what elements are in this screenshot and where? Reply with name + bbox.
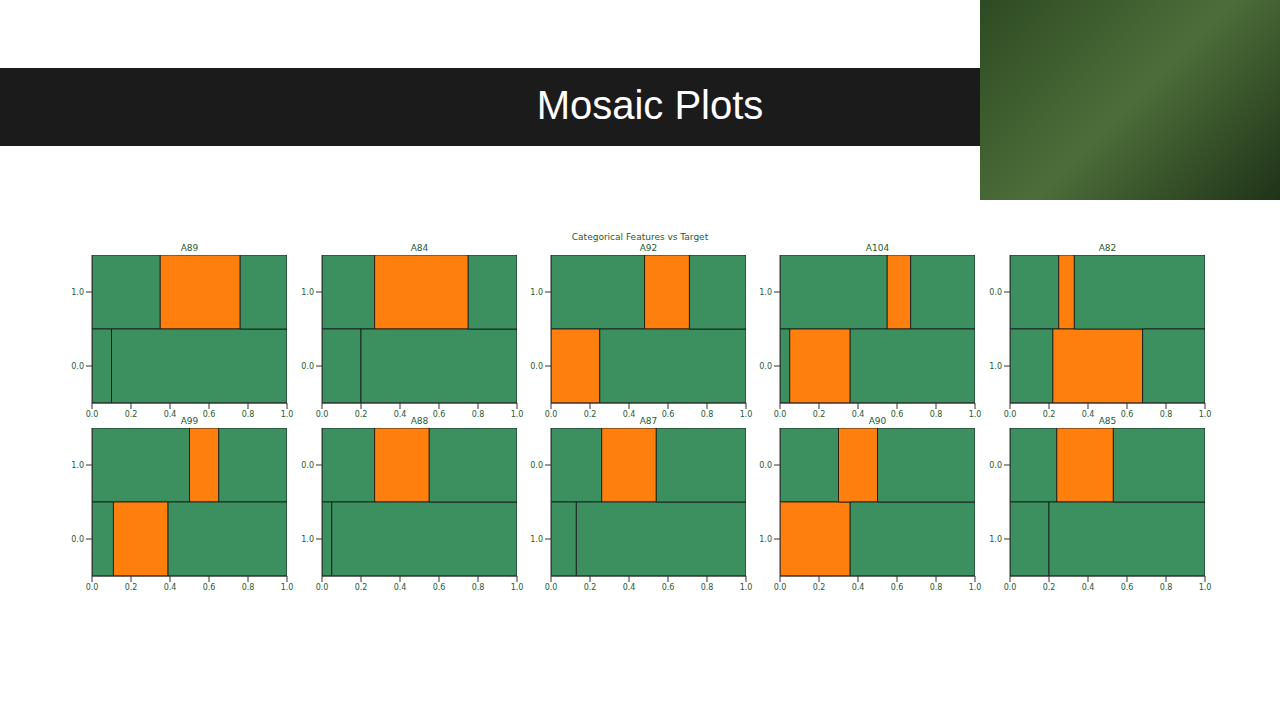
svg-text:1.0: 1.0 — [281, 410, 294, 419]
svg-text:0.4: 0.4 — [623, 583, 636, 592]
svg-text:0.0: 0.0 — [530, 362, 543, 371]
svg-text:1.0: 1.0 — [759, 535, 772, 544]
svg-text:0.6: 0.6 — [433, 410, 446, 419]
svg-text:0.6: 0.6 — [891, 583, 904, 592]
html-text:A92: A92 — [639, 243, 658, 253]
svg-text:0.4: 0.4 — [1082, 583, 1095, 592]
svg-text:0.2: 0.2 — [125, 583, 138, 592]
svg-text:0.4: 0.4 — [394, 583, 407, 592]
svg-text:1.0: 1.0 — [530, 535, 543, 544]
svg-text:0.0: 0.0 — [545, 410, 558, 419]
svg-text:0.0: 0.0 — [71, 362, 84, 371]
svg-text:0.0: 0.0 — [759, 362, 772, 371]
svg-text:1.0: 1.0 — [71, 461, 84, 470]
svg-text:1.0: 1.0 — [301, 288, 314, 297]
svg-text:0.0: 0.0 — [545, 583, 558, 592]
svg-text:0.4: 0.4 — [1082, 410, 1095, 419]
svg-text:1.0: 1.0 — [71, 288, 84, 297]
svg-text:0.4: 0.4 — [394, 410, 407, 419]
svg-text:0.6: 0.6 — [1121, 410, 1134, 419]
svg-text:0.0: 0.0 — [86, 583, 99, 592]
svg-text:0.4: 0.4 — [623, 410, 636, 419]
svg-text:1.0: 1.0 — [511, 583, 524, 592]
svg-text:0.2: 0.2 — [355, 410, 368, 419]
svg-text:1.0: 1.0 — [969, 410, 982, 419]
html-text:A89: A89 — [180, 243, 199, 253]
svg-text:0.4: 0.4 — [852, 583, 865, 592]
svg-text:0.6: 0.6 — [891, 410, 904, 419]
svg-text:1.0: 1.0 — [740, 583, 753, 592]
svg-text:0.0: 0.0 — [759, 461, 772, 470]
svg-text:0.8: 0.8 — [701, 410, 714, 419]
svg-text:0.0: 0.0 — [301, 362, 314, 371]
svg-text:0.2: 0.2 — [584, 410, 597, 419]
svg-text:0.0: 0.0 — [316, 583, 329, 592]
svg-text:0.8: 0.8 — [472, 583, 485, 592]
svg-text:0.2: 0.2 — [1043, 583, 1056, 592]
svg-text:0.4: 0.4 — [164, 583, 177, 592]
svg-text:0.0: 0.0 — [1004, 410, 1017, 419]
svg-text:1.0: 1.0 — [281, 583, 294, 592]
svg-text:0.6: 0.6 — [203, 410, 216, 419]
svg-text:1.0: 1.0 — [530, 288, 543, 297]
svg-text:0.2: 0.2 — [584, 583, 597, 592]
svg-text:0.8: 0.8 — [242, 583, 255, 592]
html-text:A82: A82 — [1098, 243, 1117, 253]
svg-text:1.0: 1.0 — [969, 583, 982, 592]
html-text:A88: A88 — [410, 416, 429, 426]
svg-text:0.0: 0.0 — [530, 461, 543, 470]
svg-text:1.0: 1.0 — [989, 362, 1002, 371]
svg-text:0.0: 0.0 — [1004, 583, 1017, 592]
svg-text:0.2: 0.2 — [125, 410, 138, 419]
svg-text:0.4: 0.4 — [852, 410, 865, 419]
html-text:A84: A84 — [410, 243, 429, 253]
svg-text:0.8: 0.8 — [1160, 410, 1173, 419]
svg-text:1.0: 1.0 — [759, 288, 772, 297]
svg-text:0.0: 0.0 — [774, 410, 787, 419]
svg-text:1.0: 1.0 — [740, 410, 753, 419]
html-text:A87: A87 — [639, 416, 658, 426]
svg-text:0.6: 0.6 — [1121, 583, 1134, 592]
svg-text:0.8: 0.8 — [1160, 583, 1173, 592]
svg-text:0.8: 0.8 — [472, 410, 485, 419]
svg-text:0.6: 0.6 — [203, 583, 216, 592]
svg-text:0.4: 0.4 — [164, 410, 177, 419]
svg-text:0.2: 0.2 — [355, 583, 368, 592]
svg-text:1.0: 1.0 — [511, 410, 524, 419]
html-text:A90: A90 — [868, 416, 887, 426]
html-text:A99: A99 — [180, 416, 199, 426]
svg-text:0.6: 0.6 — [662, 410, 675, 419]
svg-text:0.8: 0.8 — [930, 583, 943, 592]
svg-text:0.2: 0.2 — [813, 410, 826, 419]
svg-text:0.2: 0.2 — [813, 583, 826, 592]
svg-text:0.6: 0.6 — [433, 583, 446, 592]
svg-text:0.8: 0.8 — [701, 583, 714, 592]
svg-text:0.0: 0.0 — [86, 410, 99, 419]
svg-text:0.8: 0.8 — [242, 410, 255, 419]
svg-text:0.0: 0.0 — [71, 535, 84, 544]
html-text:Categorical Features vs Target: Categorical Features vs Target — [571, 232, 709, 242]
svg-text:1.0: 1.0 — [301, 535, 314, 544]
svg-text:1.0: 1.0 — [989, 535, 1002, 544]
svg-text:0.0: 0.0 — [989, 461, 1002, 470]
html-text:A104: A104 — [865, 243, 890, 253]
svg-text:0.0: 0.0 — [774, 583, 787, 592]
svg-text:1.0: 1.0 — [1199, 410, 1212, 419]
svg-text:0.6: 0.6 — [662, 583, 675, 592]
svg-text:0.0: 0.0 — [301, 461, 314, 470]
svg-text:1.0: 1.0 — [1199, 583, 1212, 592]
html-text:A85: A85 — [1098, 416, 1117, 426]
html-text:Mosaic Plots: Mosaic Plots — [536, 83, 764, 127]
svg-text:0.8: 0.8 — [930, 410, 943, 419]
svg-text:0.2: 0.2 — [1043, 410, 1056, 419]
svg-text:0.0: 0.0 — [316, 410, 329, 419]
svg-text:0.0: 0.0 — [989, 288, 1002, 297]
